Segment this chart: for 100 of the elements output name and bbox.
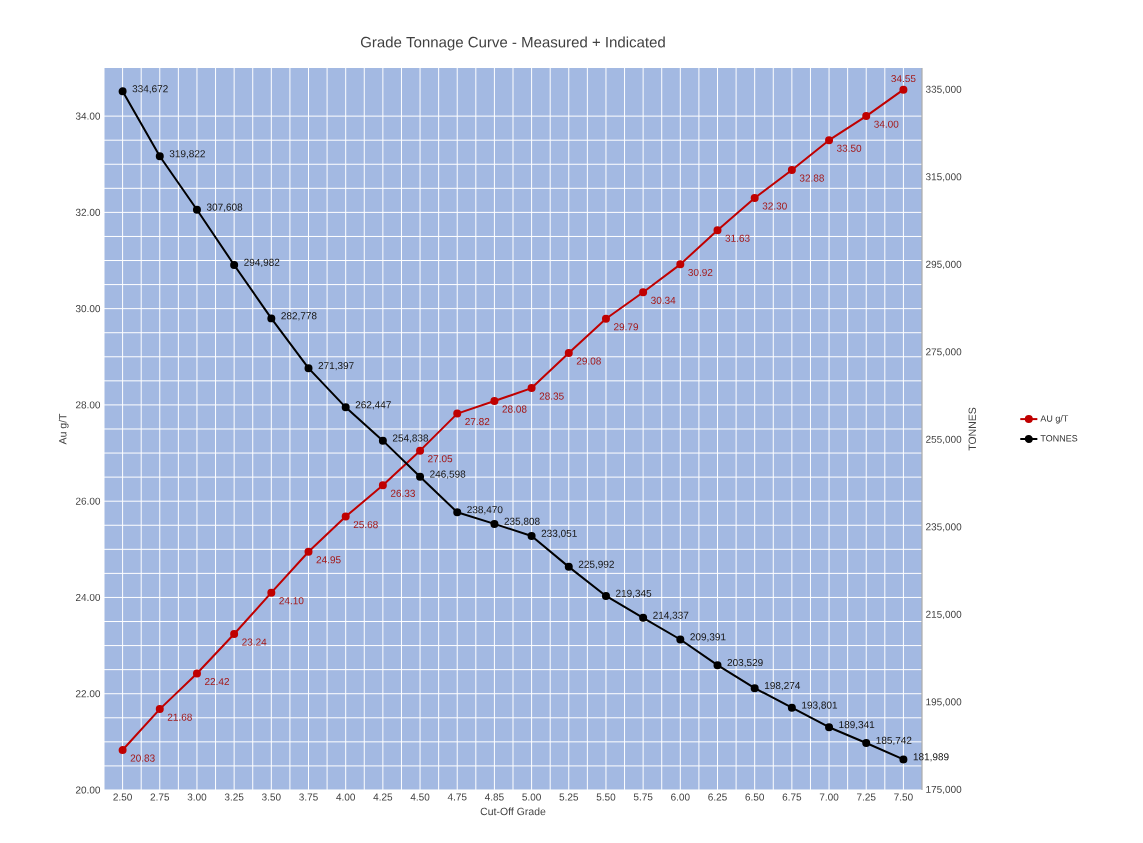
- data-label: 319,822: [169, 150, 205, 159]
- y2-tick-label: 295,000: [926, 260, 962, 270]
- data-label: 233,051: [541, 529, 577, 539]
- y-tick-label: 20.00: [75, 786, 101, 794]
- point: [787, 703, 796, 712]
- y-tick-label: 24.00: [75, 593, 101, 601]
- point: [230, 630, 239, 639]
- y2-tick-label: 215,000: [926, 610, 962, 620]
- y2-axis-title: TONNES: [968, 407, 976, 451]
- data-label: 238,470: [467, 506, 503, 515]
- x-tick-label: 5.75: [633, 793, 653, 801]
- x-axis-title: Cut-Off Grade: [480, 807, 546, 816]
- y2-tick-label: 315,000: [925, 173, 962, 182]
- point: [453, 508, 462, 517]
- point: [527, 384, 536, 393]
- point: [304, 364, 313, 373]
- y2-tick-label: 175,000: [926, 785, 962, 795]
- point: [601, 314, 610, 323]
- point: [490, 397, 499, 406]
- x-tick-label: 7.25: [857, 793, 876, 801]
- point: [639, 613, 648, 622]
- point: [825, 136, 834, 145]
- point: [750, 193, 759, 202]
- point: [862, 738, 871, 747]
- data-label: 30.92: [688, 268, 713, 276]
- point: [378, 436, 387, 445]
- x-tick-label: 6.25: [708, 793, 727, 801]
- data-label: 334,672: [132, 85, 168, 94]
- y2-tick-label: 235,000: [926, 523, 962, 532]
- x-tick-label: 2.50: [113, 793, 132, 801]
- point: [676, 635, 685, 644]
- data-label: 254,838: [392, 434, 429, 443]
- data-label: 30.34: [651, 296, 676, 304]
- data-label: 23.24: [242, 638, 267, 646]
- point: [453, 409, 462, 418]
- x-tick-label: 4.85: [484, 793, 504, 801]
- point: [416, 472, 425, 481]
- y-tick-label: 34.00: [75, 112, 101, 120]
- point: [713, 661, 722, 670]
- y-tick-label: 30.00: [75, 305, 101, 313]
- data-label: 203,529: [727, 659, 763, 668]
- x-tick-label: 3.75: [299, 793, 318, 801]
- point: [155, 705, 164, 714]
- data-label: 24.95: [316, 556, 341, 564]
- data-label: 29.08: [576, 357, 601, 365]
- data-label: 181,989: [913, 753, 949, 762]
- data-label: 22.42: [205, 678, 230, 686]
- point: [825, 723, 834, 732]
- data-label: 235,808: [504, 517, 540, 527]
- data-label: 32.30: [762, 202, 787, 210]
- point: [862, 112, 871, 121]
- data-label: 189,341: [839, 721, 875, 730]
- point: [527, 531, 536, 540]
- data-label: 282,778: [281, 312, 317, 321]
- data-label: 25.68: [353, 521, 378, 529]
- data-label: 34.55: [891, 75, 916, 83]
- point: [118, 87, 127, 96]
- point: [267, 314, 276, 323]
- data-label: 28.35: [539, 392, 564, 400]
- x-tick-label: 3.00: [187, 793, 207, 801]
- point: [601, 591, 610, 600]
- data-label: 27.05: [428, 455, 453, 463]
- point: [416, 446, 425, 455]
- data-label: 185,742: [876, 736, 912, 746]
- data-label: 24.10: [279, 597, 304, 605]
- chart-title: Grade Tonnage Curve - Measured + Indicated: [360, 36, 665, 51]
- x-tick-label: 6.75: [782, 793, 802, 801]
- point: [639, 288, 648, 297]
- data-label: 28.08: [502, 405, 527, 413]
- point: [341, 512, 350, 521]
- point: [304, 547, 313, 556]
- x-tick-label: 5.00: [522, 793, 541, 801]
- point: [676, 260, 685, 269]
- point: [155, 152, 164, 161]
- y-tick-label: 26.00: [75, 497, 101, 505]
- data-label: 29.79: [613, 323, 639, 331]
- data-label: 198,274: [764, 682, 801, 691]
- point: [118, 746, 127, 755]
- data-label: 20.83: [130, 754, 155, 762]
- point: [899, 85, 908, 94]
- point: [899, 755, 908, 764]
- data-label: 193,801: [802, 701, 838, 710]
- data-label: 294,982: [244, 258, 280, 268]
- data-label: 31.63: [725, 234, 750, 242]
- data-label: 225,992: [578, 560, 614, 569]
- x-tick-label: 2.75: [150, 793, 170, 801]
- point: [267, 588, 276, 597]
- y2-tick-label: 255,000: [926, 435, 962, 445]
- x-tick-label: 5.50: [596, 793, 616, 801]
- data-label: 32.88: [799, 174, 824, 182]
- data-label: 21.68: [167, 713, 192, 721]
- data-label: 219,345: [616, 589, 652, 599]
- y2-tick-label: 275,000: [926, 348, 962, 357]
- y-tick-label: 28.00: [75, 401, 101, 409]
- x-tick-label: 7.50: [894, 793, 913, 801]
- data-label: 271,397: [318, 362, 354, 371]
- x-tick-label: 6.50: [745, 793, 765, 801]
- data-label: 34.00: [874, 120, 899, 128]
- data-label: 33.50: [836, 144, 862, 152]
- legend-label: AU g/T: [1040, 415, 1069, 424]
